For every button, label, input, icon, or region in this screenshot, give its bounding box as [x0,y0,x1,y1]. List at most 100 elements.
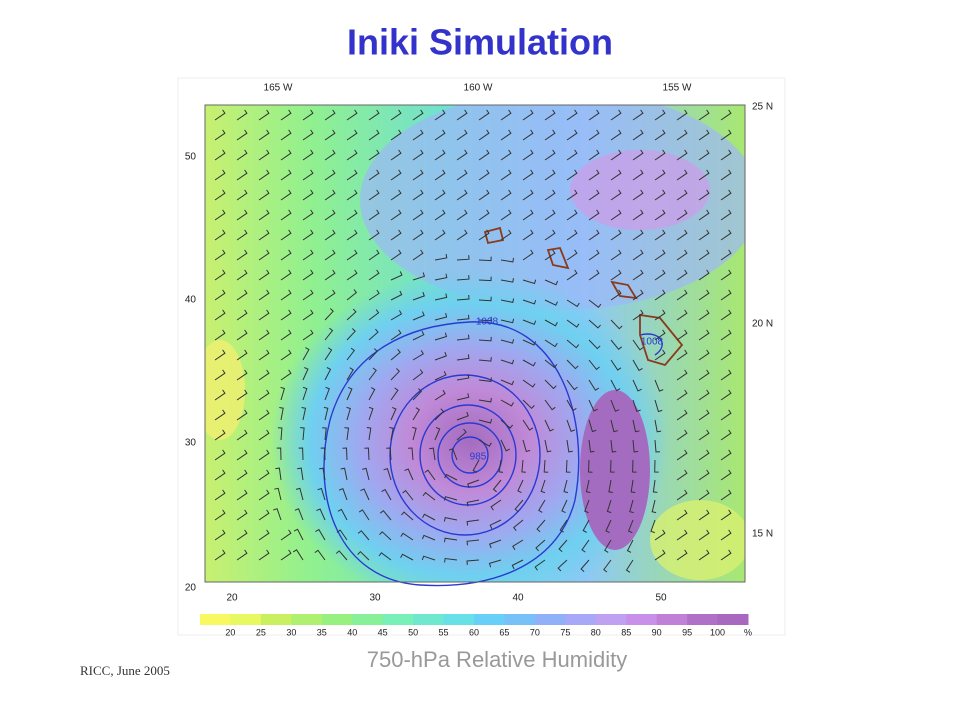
slide-title: Iniki Simulation [347,22,613,63]
wind-barb [588,229,600,241]
wind-barb [386,447,392,461]
wind-barb [654,549,666,561]
wind-barb [676,449,688,461]
caption: 750-hPa Relative Humidity [367,647,627,672]
colorbar-swatch [534,614,566,625]
wind-barb [488,559,502,568]
wind-barb [302,229,314,241]
colorbar-swatch [595,614,627,625]
wind-barb [236,389,248,401]
wind-barb [544,339,558,348]
wind-barb [236,509,248,521]
wind-barb [346,328,356,341]
wind-barb [500,109,512,121]
wind-barb [323,406,329,421]
wind-barb [368,149,380,161]
wind-barb [566,319,580,328]
wind-barb [610,339,623,351]
colorbar-swatch [656,614,688,625]
wind-barb [214,369,226,381]
wind-barb [478,397,492,403]
wind-barb [280,349,292,361]
wind-barb [698,209,710,221]
wind-barb [500,189,512,201]
wind-barb [588,339,601,350]
wind-barb [500,439,511,452]
wind-barb [424,469,436,481]
wind-barb [302,329,314,341]
wind-barb [698,549,710,561]
wind-barb [379,531,392,541]
wind-barb [443,496,458,501]
wind-barb [448,448,458,461]
wind-barb [632,169,644,181]
wind-barb [293,528,304,541]
wind-barb [566,339,580,349]
wind-barb [588,169,600,181]
wind-barb [214,309,226,321]
wind-barb [698,269,710,281]
wind-barb [566,249,578,261]
wind-barb [346,189,358,201]
wind-barb [610,359,622,371]
colorbar-label: 55 [439,627,449,637]
wind-barb [698,449,710,461]
wind-barb [346,289,358,301]
wind-barb [429,447,436,461]
wind-barb [302,289,314,301]
wind-barb [478,296,492,302]
wind-barb [236,129,248,141]
wind-barb [258,389,270,401]
wind-barb [434,351,447,361]
wind-barb [434,273,448,281]
wind-barb [540,479,546,494]
wind-barb [559,519,568,533]
wind-barb [535,539,546,552]
wind-barb [302,149,314,161]
latitude-label: 20 N [752,319,773,330]
wind-barb [434,371,447,381]
wind-barb [654,289,666,301]
wind-barb [588,249,600,261]
wind-barb [316,508,326,521]
wind-barb [698,189,710,201]
wind-barb [346,249,358,261]
colorbar-label: 70 [530,627,540,637]
wind-barb [434,389,446,401]
wind-barb [434,408,445,421]
wind-barb [654,439,661,453]
wind-barb [522,359,536,367]
wind-barb [236,269,248,281]
wind-barb [214,469,226,481]
wind-barb [676,149,688,161]
wind-barb [604,539,612,553]
colorbar-swatch [626,614,658,625]
wind-barb [632,209,644,221]
wind-barb [536,519,546,533]
wind-barb [214,449,226,461]
wind-barb [522,209,534,221]
wind-barb [676,289,688,301]
wind-barb [698,469,710,481]
wind-barb [478,149,490,161]
wind-barb [632,309,644,321]
wind-barb [478,189,490,201]
wind-barb [500,339,515,344]
wind-barb [280,386,286,401]
colorbar-label: 30 [286,627,296,637]
wind-barb [676,369,688,381]
wind-barb [512,519,524,532]
wind-barb [456,393,470,401]
wind-barb [214,189,226,201]
wind-barb [676,429,688,441]
wind-barb [280,189,292,201]
wind-barb [632,399,641,413]
wind-barb [500,318,515,324]
wind-barb [214,349,226,361]
wind-barb [698,149,710,161]
wind-barb [302,249,314,261]
wind-barb [478,209,490,221]
wind-barb [236,109,248,121]
wind-barb [610,289,622,301]
wind-barb [280,289,292,301]
